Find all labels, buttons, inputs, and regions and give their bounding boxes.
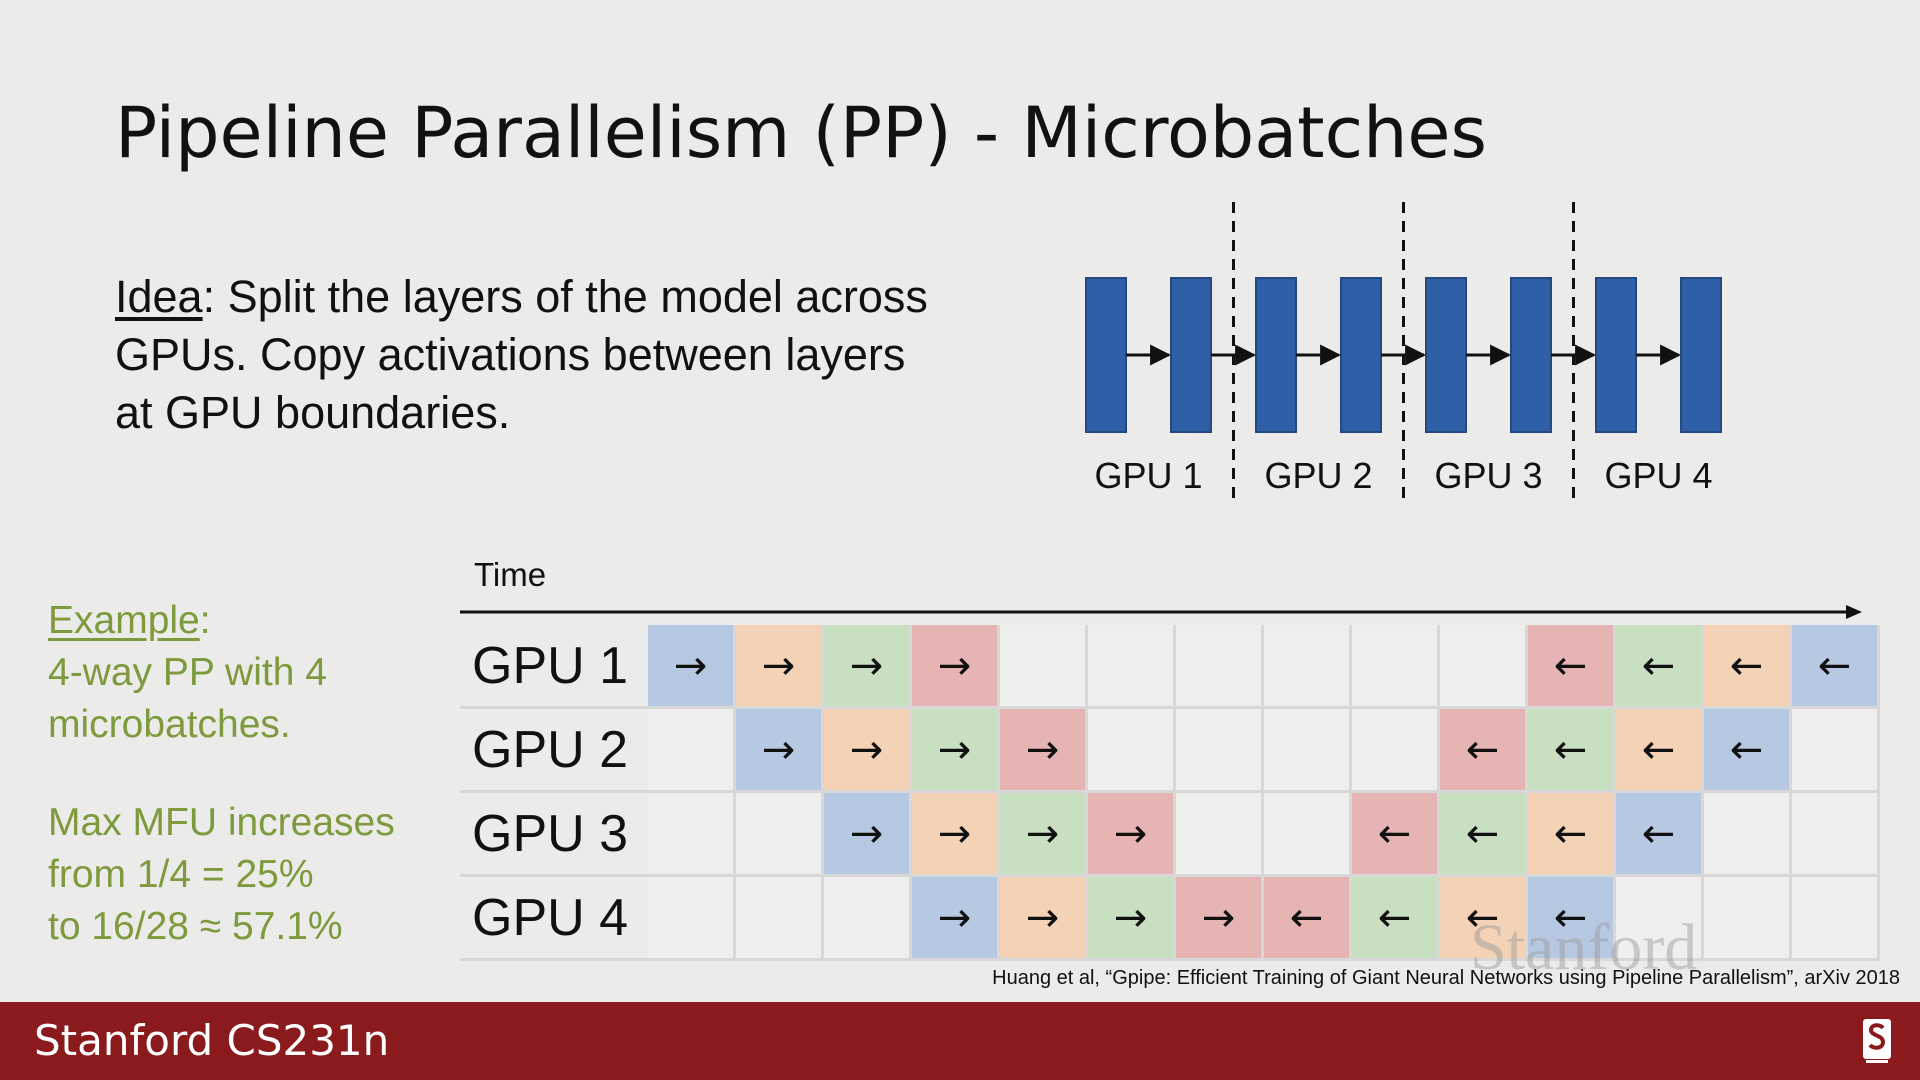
forward-pass-cell: → bbox=[736, 625, 824, 709]
stanford-watermark: Stanford bbox=[1470, 911, 1698, 984]
forward-pass-cell: → bbox=[648, 625, 736, 709]
backward-pass-cell: ← bbox=[1528, 625, 1616, 709]
idle-cell bbox=[736, 793, 824, 877]
idle-cell bbox=[1704, 877, 1792, 961]
mfu-line2: from 1/4 = 25% bbox=[48, 853, 314, 896]
mfu-line1: Max MFU increases bbox=[48, 801, 395, 844]
layer-block bbox=[1510, 277, 1552, 433]
idle-cell bbox=[1792, 793, 1880, 877]
idle-cell bbox=[1792, 877, 1880, 961]
forward-pass-cell: → bbox=[912, 793, 1000, 877]
layer-block bbox=[1425, 277, 1467, 433]
pipeline-schedule-grid: GPU 1 → → → → ← ← ← ← GPU 2 → → → → ← ← ← ← GPU 3 → → → → ← ← ← ← G… bbox=[460, 625, 1880, 961]
idle-cell bbox=[1088, 709, 1176, 793]
backward-pass-cell: ← bbox=[1440, 793, 1528, 877]
schedule-row-label: GPU 1 bbox=[460, 625, 648, 709]
backward-pass-cell: ← bbox=[1264, 877, 1352, 961]
forward-pass-cell: → bbox=[912, 709, 1000, 793]
forward-pass-cell: → bbox=[1088, 793, 1176, 877]
backward-pass-cell: ← bbox=[1352, 793, 1440, 877]
idle-cell bbox=[1264, 793, 1352, 877]
layer-block bbox=[1595, 277, 1637, 433]
layer-block bbox=[1255, 277, 1297, 433]
idle-cell bbox=[1352, 709, 1440, 793]
time-axis-arrow bbox=[460, 605, 1862, 619]
example-colon: : bbox=[199, 599, 211, 642]
forward-pass-cell: → bbox=[1176, 877, 1264, 961]
idle-cell bbox=[1352, 625, 1440, 709]
backward-pass-cell: ← bbox=[1616, 625, 1704, 709]
gpu-label: GPU 4 bbox=[1604, 455, 1712, 496]
mfu-paragraph: Max MFU increases from 1/4 = 25% to 16/28 … bbox=[48, 797, 468, 953]
idle-cell bbox=[648, 877, 736, 961]
idle-cell bbox=[1088, 625, 1176, 709]
gpu-label: GPU 2 bbox=[1264, 455, 1372, 496]
idle-cell bbox=[1176, 709, 1264, 793]
backward-pass-cell: ← bbox=[1528, 877, 1616, 961]
backward-pass-cell: ← bbox=[1440, 709, 1528, 793]
idle-cell bbox=[1000, 625, 1088, 709]
forward-pass-cell: → bbox=[1000, 877, 1088, 961]
backward-pass-cell: ← bbox=[1352, 877, 1440, 961]
forward-pass-cell: → bbox=[1000, 793, 1088, 877]
gpu-label: GPU 1 bbox=[1094, 455, 1202, 496]
forward-pass-cell: → bbox=[1088, 877, 1176, 961]
backward-pass-cell: ← bbox=[1616, 709, 1704, 793]
mfu-line3: to 16/28 ≈ 57.1% bbox=[48, 905, 343, 948]
backward-pass-cell: ← bbox=[1616, 793, 1704, 877]
backward-pass-cell: ← bbox=[1528, 793, 1616, 877]
idle-cell bbox=[1616, 877, 1704, 961]
idle-cell bbox=[1264, 625, 1352, 709]
idle-cell bbox=[1264, 709, 1352, 793]
forward-pass-cell: → bbox=[736, 709, 824, 793]
idle-cell bbox=[1704, 793, 1792, 877]
example-label: Example bbox=[48, 599, 200, 642]
backward-pass-cell: ← bbox=[1704, 709, 1792, 793]
forward-pass-cell: → bbox=[1000, 709, 1088, 793]
forward-pass-cell: → bbox=[912, 877, 1000, 961]
idle-cell bbox=[648, 793, 736, 877]
layer-block bbox=[1680, 277, 1722, 433]
idle-cell bbox=[824, 877, 912, 961]
backward-pass-cell: ← bbox=[1440, 877, 1528, 961]
layer-split-diagram: GPU 1 GPU 2 GPU 3 GPU 4 bbox=[1085, 202, 1722, 500]
backward-pass-cell: ← bbox=[1704, 625, 1792, 709]
layer-block bbox=[1085, 277, 1127, 433]
backward-pass-cell: ← bbox=[1792, 625, 1880, 709]
backward-pass-cell: ← bbox=[1528, 709, 1616, 793]
forward-pass-cell: → bbox=[824, 793, 912, 877]
footer-bar: Stanford CS231n bbox=[0, 1002, 1920, 1080]
example-line: 4-way PP with 4 microbatches. bbox=[48, 651, 327, 746]
footer-course-title: Stanford CS231n bbox=[34, 1016, 390, 1065]
idea-paragraph: Idea: Split the layers of the model acro… bbox=[115, 268, 935, 442]
schedule-row-label: GPU 2 bbox=[460, 709, 648, 793]
forward-pass-cell: → bbox=[824, 709, 912, 793]
idea-text: : Split the layers of the model across G… bbox=[115, 271, 928, 438]
example-paragraph: Example: 4-way PP with 4 microbatches. bbox=[48, 595, 448, 751]
idle-cell bbox=[1792, 709, 1880, 793]
idle-cell bbox=[1176, 793, 1264, 877]
layer-block bbox=[1340, 277, 1382, 433]
gpu-label: GPU 3 bbox=[1434, 455, 1542, 496]
idle-cell bbox=[1440, 625, 1528, 709]
idle-cell bbox=[1176, 625, 1264, 709]
schedule-row-label: GPU 3 bbox=[460, 793, 648, 877]
stanford-s-logo-icon bbox=[1863, 1019, 1891, 1063]
citation: Huang et al, “Gpipe: Efficient Training … bbox=[992, 967, 1900, 989]
time-axis-label: Time bbox=[474, 556, 547, 593]
slide-title: Pipeline Parallelism (PP) - Microbatches bbox=[115, 92, 1487, 174]
idea-label: Idea bbox=[115, 271, 203, 322]
schedule-row-label: GPU 4 bbox=[460, 877, 648, 961]
forward-pass-cell: → bbox=[824, 625, 912, 709]
forward-pass-cell: → bbox=[912, 625, 1000, 709]
idle-cell bbox=[736, 877, 824, 961]
idle-cell bbox=[648, 709, 736, 793]
